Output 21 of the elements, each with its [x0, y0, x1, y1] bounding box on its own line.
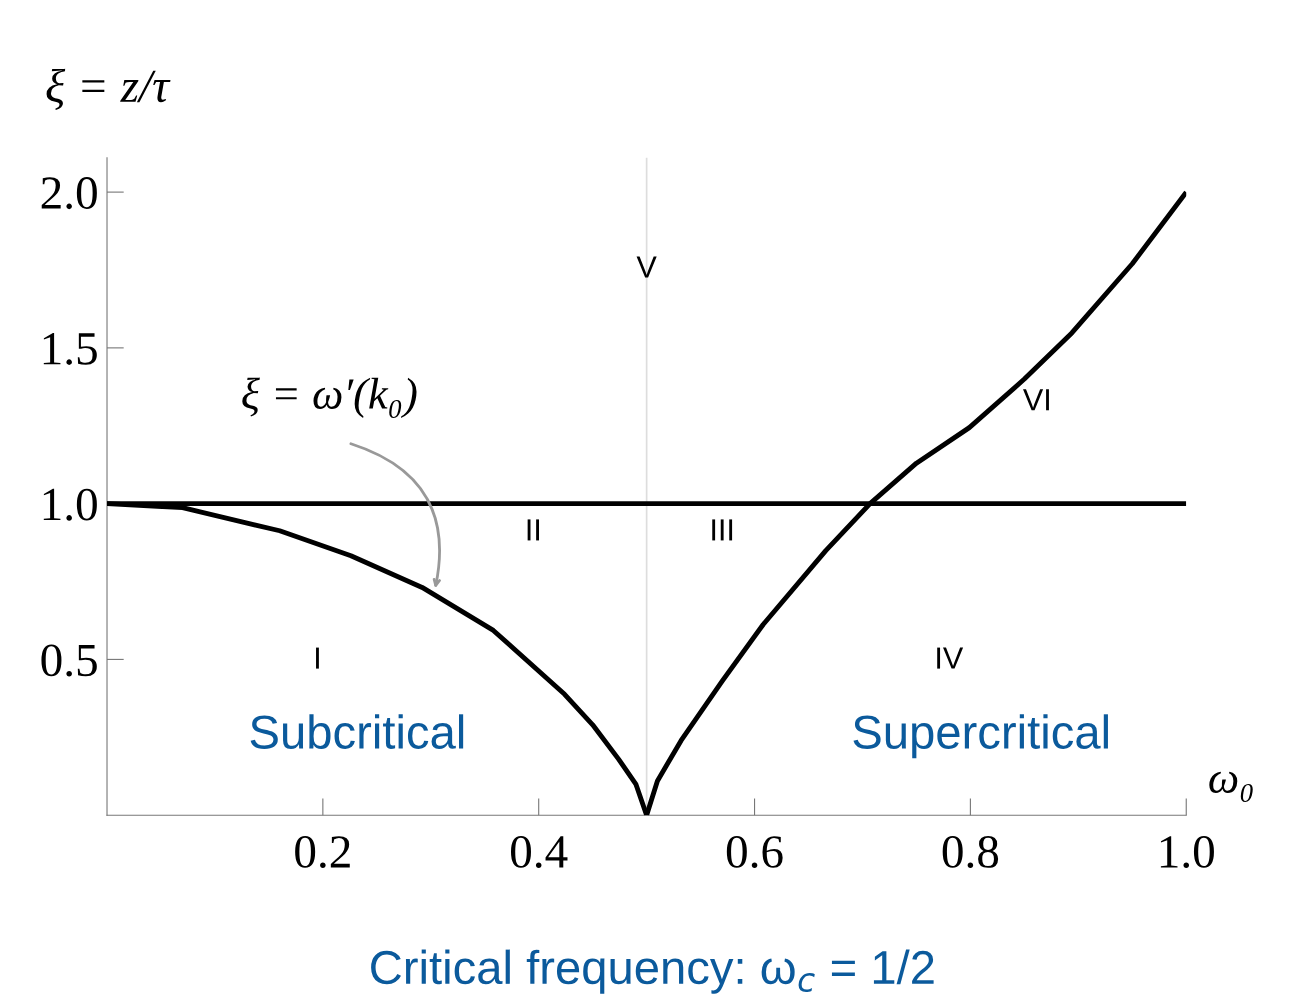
y-tick-label: 1.0 — [43, 488, 97, 521]
annotation: V — [636, 256, 657, 278]
y-tick-label: 1.5 — [43, 333, 97, 365]
x-tick-label: 0.2 — [295, 835, 350, 869]
annotation: IV — [937, 647, 964, 669]
y-tick-label: 2.0 — [41, 177, 97, 210]
annotation: VI — [1023, 389, 1049, 411]
annotation: I — [316, 647, 319, 669]
annotation: II — [527, 519, 539, 541]
annotation: ξ = ω′(k₀) — [242, 377, 417, 419]
x-tick-label: 1.0 — [1160, 835, 1214, 869]
text: Critical frequency: ω$_{c}$ = 1/2 — [371, 949, 934, 994]
x-tick-label: 0.6 — [726, 835, 783, 869]
annotation: Supercritical — [853, 714, 1108, 759]
x-tick-label: 0.4 — [510, 835, 568, 869]
annotation: Subcritical — [250, 714, 464, 749]
x-axis-title: ω₀ — [1209, 771, 1253, 802]
y-axis-title: ξ = z/τ — [46, 68, 171, 111]
annotation: III — [712, 519, 733, 541]
x-tick-label: 0.8 — [942, 835, 999, 869]
y-tick-label: 0.5 — [41, 644, 97, 677]
